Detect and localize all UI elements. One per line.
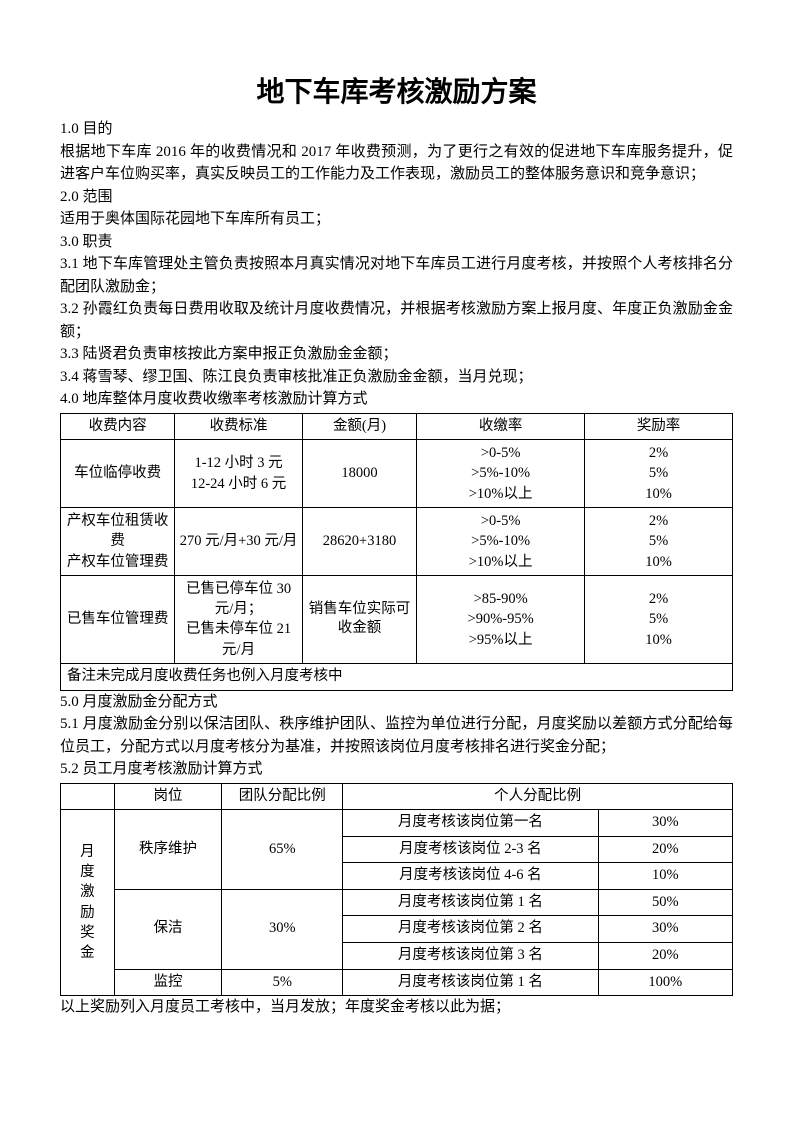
section-3-1: 3.1 地下车库管理处主管负责按照本月真实情况对地下车库员工进行月度考核，并按照… (60, 253, 733, 298)
cell-fee-standard: 270 元/月+30 元/月 (175, 507, 303, 575)
table-header-row: 岗位 团队分配比例 个人分配比例 (61, 783, 733, 810)
cell-amount: 18000 (302, 440, 416, 508)
table-row: 车位临停收费 1-12 小时 3 元 12-24 小时 6 元 18000 >0… (61, 440, 733, 508)
th-fee-standard: 收费标准 (175, 413, 303, 440)
cell-collection-rate: >0-5% >5%-10% >10%以上 (417, 440, 585, 508)
cell-text: >0-5% (481, 513, 521, 529)
cell-rank: 月度考核该岗位第 2 名 (343, 916, 598, 943)
cell-text: >10%以上 (469, 486, 533, 502)
cell-ratio: 10% (598, 863, 732, 890)
cell-text: 5% (649, 465, 668, 481)
cell-text: >0-5% (481, 445, 521, 461)
cell-text: >5%-10% (471, 533, 530, 549)
section-1-0-heading: 1.0 目的 (60, 118, 733, 141)
section-5-2-heading: 5.2 员工月度考核激励计算方式 (60, 758, 733, 781)
cell-fee-content: 已售车位管理费 (61, 575, 175, 663)
th-personal-ratio: 个人分配比例 (343, 783, 733, 810)
table-row: 已售车位管理费 已售已停车位 30 元/月； 已售未停车位 21 元/月 销售车… (61, 575, 733, 663)
section-3-4: 3.4 蒋雪琴、缪卫国、陈江良负责审核批准正负激励金金额，当月兑现； (60, 366, 733, 389)
cell-rank: 月度考核该岗位 4-6 名 (343, 863, 598, 890)
cell-text: >85-90% (474, 591, 528, 607)
cell-text: 已售已停车位 30 元/月； (186, 581, 291, 617)
th-blank (61, 783, 115, 810)
th-fee-content: 收费内容 (61, 413, 175, 440)
cell-collection-rate: >0-5% >5%-10% >10%以上 (417, 507, 585, 575)
cell-fee-standard: 1-12 小时 3 元 12-24 小时 6 元 (175, 440, 303, 508)
cell-rank: 月度考核该岗位第 1 名 (343, 889, 598, 916)
cell-rank: 月度考核该岗位第 3 名 (343, 942, 598, 969)
cell-ratio: 50% (598, 889, 732, 916)
cell-post: 保洁 (114, 889, 222, 969)
table-note: 备注未完成月度收费任务也例入月度考核中 (61, 664, 733, 691)
cell-text: 10% (645, 554, 672, 570)
section-2-0-heading: 2.0 范围 (60, 186, 733, 209)
cell-ratio: 20% (598, 942, 732, 969)
table-note-row: 备注未完成月度收费任务也例入月度考核中 (61, 664, 733, 691)
distribution-table: 岗位 团队分配比例 个人分配比例 月度激励奖金 秩序维护 65% 月度考核该岗位… (60, 783, 733, 997)
table-row: 月度激励奖金 秩序维护 65% 月度考核该岗位第一名 30% (61, 810, 733, 837)
cell-reward-rate: 2% 5% 10% (585, 440, 733, 508)
cell-text: >90%-95% (468, 611, 534, 627)
cell-team-ratio: 30% (222, 889, 343, 969)
th-collection-rate: 收缴率 (417, 413, 585, 440)
vertical-label: 月度激励奖金 (61, 810, 115, 996)
cell-text: 产权车位租赁收费 (67, 513, 169, 549)
cell-fee-content: 产权车位租赁收费 产权车位管理费 (61, 507, 175, 575)
th-amount: 金额(月) (302, 413, 416, 440)
cell-fee-standard: 已售已停车位 30 元/月； 已售未停车位 21 元/月 (175, 575, 303, 663)
cell-text: 2% (649, 445, 668, 461)
cell-text: 10% (645, 486, 672, 502)
table-row: 保洁 30% 月度考核该岗位第 1 名 50% (61, 889, 733, 916)
section-3-0-heading: 3.0 职责 (60, 231, 733, 254)
cell-rank: 月度考核该岗位 2-3 名 (343, 836, 598, 863)
th-team-ratio: 团队分配比例 (222, 783, 343, 810)
page-title: 地下车库考核激励方案 (60, 70, 733, 110)
cell-text: 5% (649, 533, 668, 549)
cell-amount: 28620+3180 (302, 507, 416, 575)
cell-team-ratio: 65% (222, 810, 343, 890)
cell-reward-rate: 2% 5% 10% (585, 575, 733, 663)
th-reward-rate: 奖励率 (585, 413, 733, 440)
cell-text: 5% (649, 611, 668, 627)
table-row: 产权车位租赁收费 产权车位管理费 270 元/月+30 元/月 28620+31… (61, 507, 733, 575)
cell-reward-rate: 2% 5% 10% (585, 507, 733, 575)
section-3-2: 3.2 孙霞红负责每日费用收取及统计月度收费情况，并根据考核激励方案上报月度、年… (60, 298, 733, 343)
cell-post: 秩序维护 (114, 810, 222, 890)
cell-text: 已售未停车位 21 元/月 (186, 621, 291, 657)
table-header-row: 收费内容 收费标准 金额(月) 收缴率 奖励率 (61, 413, 733, 440)
cell-text: 12-24 小时 6 元 (191, 476, 286, 492)
cell-rank: 月度考核该岗位第 1 名 (343, 969, 598, 996)
section-2-0-body: 适用于奥体国际花园地下车库所有员工； (60, 208, 733, 231)
cell-team-ratio: 5% (222, 969, 343, 996)
cell-post: 监控 (114, 969, 222, 996)
section-5-1: 5.1 月度激励金分别以保洁团队、秩序维护团队、监控为单位进行分配，月度奖励以差… (60, 713, 733, 758)
cell-ratio: 20% (598, 836, 732, 863)
cell-rank: 月度考核该岗位第一名 (343, 810, 598, 837)
cell-text: 产权车位管理费 (67, 554, 169, 570)
cell-collection-rate: >85-90% >90%-95% >95%以上 (417, 575, 585, 663)
cell-text: 10% (645, 632, 672, 648)
th-post: 岗位 (114, 783, 222, 810)
section-3-3: 3.3 陆贤君负责审核按此方案申报正负激励金金额； (60, 343, 733, 366)
fee-assessment-table: 收费内容 收费标准 金额(月) 收缴率 奖励率 车位临停收费 1-12 小时 3… (60, 413, 733, 691)
cell-fee-content: 车位临停收费 (61, 440, 175, 508)
cell-ratio: 100% (598, 969, 732, 996)
cell-text: 2% (649, 513, 668, 529)
cell-ratio: 30% (598, 916, 732, 943)
cell-amount: 销售车位实际可收金额 (302, 575, 416, 663)
cell-text: >95%以上 (469, 632, 533, 648)
footer-note: 以上奖励列入月度员工考核中，当月发放；年度奖金考核以此为据； (60, 996, 733, 1019)
section-5-0-heading: 5.0 月度激励金分配方式 (60, 691, 733, 714)
section-1-0-body: 根据地下车库 2016 年的收费情况和 2017 年收费预测，为了更行之有效的促… (60, 141, 733, 186)
cell-text: >5%-10% (471, 465, 530, 481)
section-4-0-heading: 4.0 地库整体月度收费收缴率考核激励计算方式 (60, 388, 733, 411)
table-row: 监控 5% 月度考核该岗位第 1 名 100% (61, 969, 733, 996)
cell-text: >10%以上 (469, 554, 533, 570)
cell-text: 2% (649, 591, 668, 607)
cell-text: 1-12 小时 3 元 (194, 455, 282, 471)
cell-ratio: 30% (598, 810, 732, 837)
